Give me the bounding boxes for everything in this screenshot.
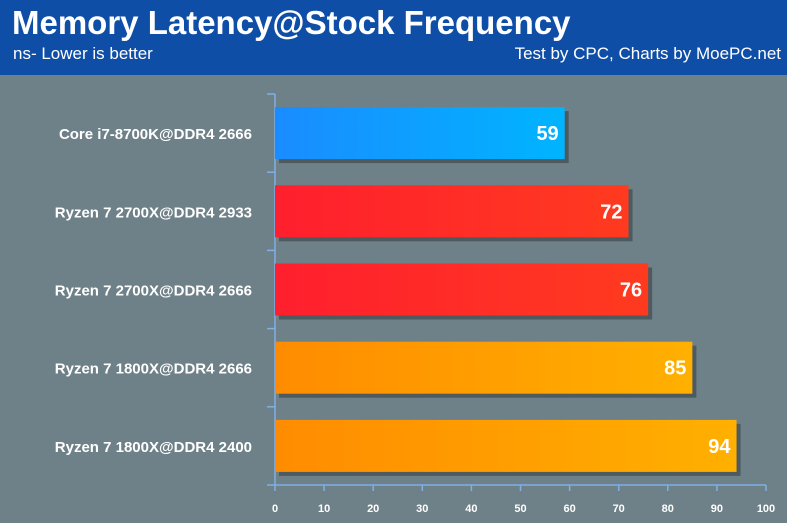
bar (275, 263, 649, 316)
category-label: Ryzen 7 2700X@DDR4 2933 (55, 204, 252, 221)
labels-layer: 59 Core i7-8700K@DDR4 2666 72 Ryzen 7 2700X… (55, 123, 732, 458)
x-tick-label: 100 (757, 503, 775, 515)
x-tick-label: 30 (416, 503, 428, 515)
category-label: Ryzen 7 1800X@DDR4 2666 (55, 361, 252, 378)
bar-value-label: 94 (708, 436, 731, 458)
x-tick-label: 50 (514, 503, 526, 515)
bar-value-label: 72 (600, 201, 622, 223)
x-tick-label: 40 (465, 503, 477, 515)
category-label: Ryzen 7 1800X@DDR4 2400 (55, 439, 252, 456)
chart-header: Memory Latency@Stock Frequency ns- Lower… (0, 0, 787, 75)
bar (275, 185, 629, 238)
bar-value-label: 85 (664, 358, 686, 380)
x-tick-label: 80 (662, 503, 674, 515)
category-label: Core i7-8700K@DDR4 2666 (59, 126, 252, 143)
x-tick-label: 20 (367, 503, 379, 515)
bar (275, 107, 565, 160)
x-tick-label: 10 (318, 503, 330, 515)
x-tick-label: 90 (711, 503, 723, 515)
x-tick-label: 0 (272, 503, 278, 515)
x-tick-label: 60 (563, 503, 575, 515)
category-label: Ryzen 7 2700X@DDR4 2666 (55, 283, 252, 300)
bar (275, 419, 737, 472)
x-tick-label: 70 (613, 503, 625, 515)
bar-value-label: 59 (536, 123, 558, 145)
chart-subtitle: ns- Lower is better (13, 44, 153, 63)
chart-credit: Test by CPC, Charts by MoePC.net (514, 44, 781, 63)
bar-value-label: 76 (620, 280, 642, 302)
bar (275, 341, 693, 394)
bars-layer (275, 107, 741, 476)
chart-title: Memory Latency@Stock Frequency (12, 4, 571, 41)
